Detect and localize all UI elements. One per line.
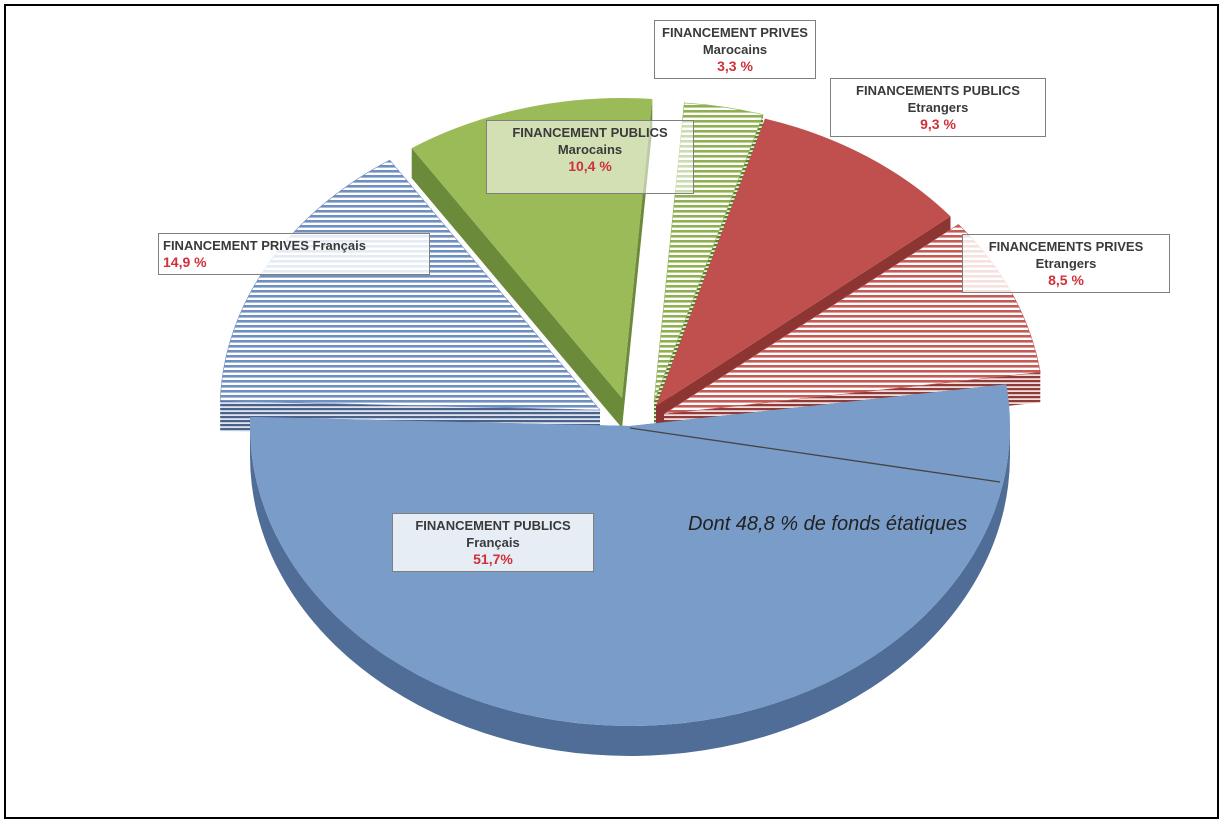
slice-label-line2: Marocains (702, 42, 768, 57)
slice-label-line1: FINANCEMENTS PRIVES (988, 239, 1144, 254)
slice-label-prives-marocains: FINANCEMENT PRIVES Marocains 3,3 % (654, 20, 816, 79)
slice-label-publics-etrangers: FINANCEMENTS PUBLICS Etrangers 9,3 % (830, 78, 1046, 137)
slice-label-line1: FINANCEMENT PUBLICS (415, 518, 571, 533)
slice-label-line2: Etrangers (907, 100, 969, 115)
slice-value-label: 51,7% (473, 551, 513, 567)
slice-value-label: 8,5 % (1048, 272, 1084, 288)
slice-label-line2: Français (466, 535, 520, 550)
slice-label-line1: FINANCEMENT PUBLICS (512, 125, 668, 140)
pie-slice-prives-etrangers (663, 224, 1041, 415)
annotation-fonds-etatiques: Dont 48,8 % de fonds étatiques (688, 513, 968, 535)
slice-value-label: 3,3 % (717, 58, 753, 74)
slice-label-line1: FINANCEMENT PRIVES (662, 25, 808, 40)
slice-label-prives-etrangers: FINANCEMENTS PRIVES Etrangers 8,5 % (962, 234, 1170, 293)
slice-label-prives-francais: FINANCEMENT PRIVES Français 14,9 % (158, 233, 430, 275)
slice-label-line2: Marocains (557, 142, 623, 157)
slice-value-label: 14,9 % (163, 254, 207, 270)
slice-label-line1: FINANCEMENT PRIVES Français (163, 238, 366, 253)
pie-slice-publics-etrangers (656, 118, 951, 406)
slice-label-line2: Etrangers (1035, 256, 1097, 271)
pie-slice-face-publics-marocains (411, 148, 622, 429)
slice-value-label: 10,4 % (568, 158, 612, 174)
annotation-leader-line (629, 427, 1001, 483)
slice-label-publics-marocains: FINANCEMENT PUBLICS Marocains 10,4 % (486, 120, 694, 194)
pie-slice-publics-francais (249, 384, 1010, 726)
slice-label-line1: FINANCEMENTS PUBLICS (856, 83, 1020, 98)
slice-value-label: 9,3 % (920, 116, 956, 132)
slice-label-publics-francais: FINANCEMENT PUBLICS Français 51,7% (392, 513, 594, 572)
chart-frame (4, 4, 1219, 819)
